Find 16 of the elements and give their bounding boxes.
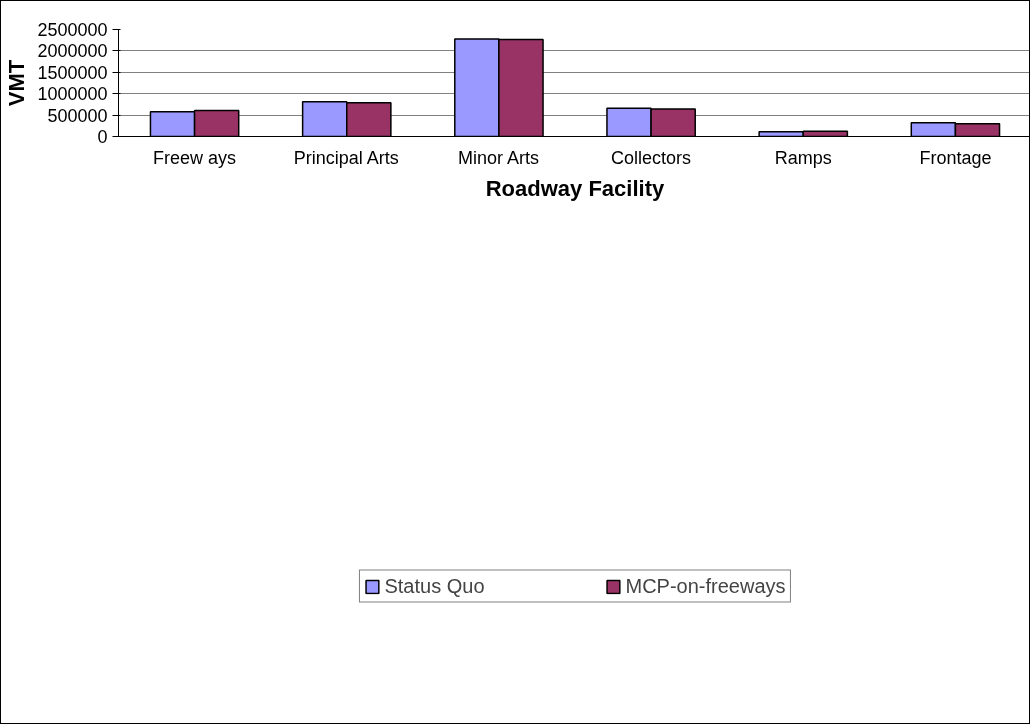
y-tick-label: 2500000 (37, 20, 108, 40)
y-tick-label: 2000000 (37, 41, 108, 62)
y-tick-label: 1500000 (37, 62, 108, 83)
y-axis-title: VMT (4, 59, 30, 107)
x-tick-label: Frontage (919, 147, 992, 168)
y-tick-label: 1000000 (37, 84, 108, 105)
x-tick-label: Minor Arts (457, 147, 539, 168)
x-tick-label: Principal Arts (293, 147, 399, 168)
y-tick-label: 500000 (47, 105, 108, 126)
x-tick-label: Freew ays (153, 147, 237, 168)
y-tick-label: 0 (97, 127, 108, 147)
x-tick-label: Collectors (611, 147, 692, 168)
legend-label: MCP-on-freeways (625, 574, 786, 598)
x-tick-label: Ramps (774, 147, 832, 168)
legend-label: Status Quo (384, 574, 485, 598)
x-axis-title: Roadway Facility (485, 175, 666, 201)
